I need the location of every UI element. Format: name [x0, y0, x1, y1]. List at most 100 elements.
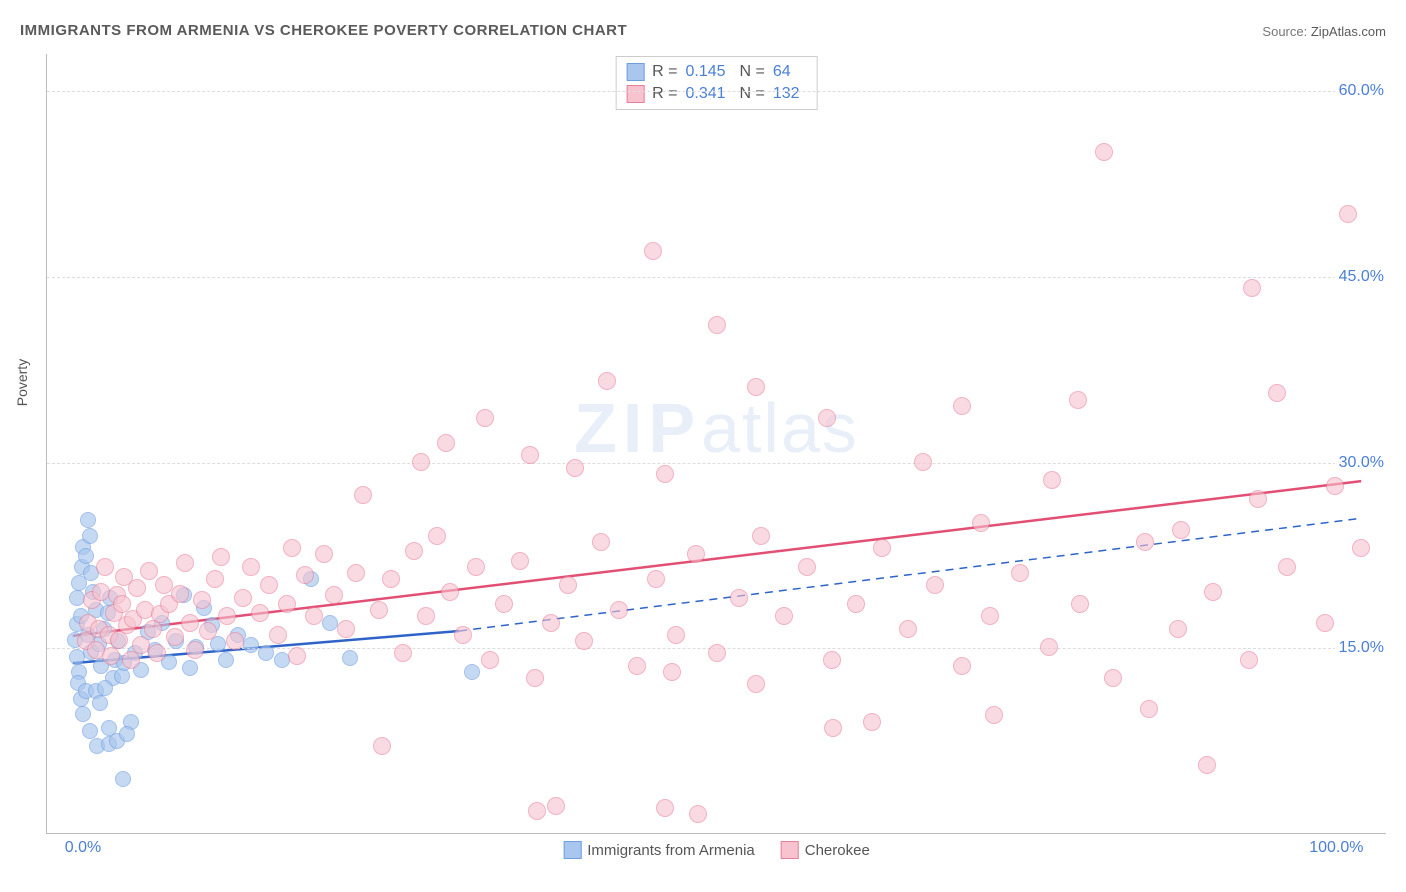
data-point	[598, 372, 616, 390]
data-point	[278, 595, 296, 613]
data-point	[1095, 143, 1113, 161]
data-point	[82, 723, 98, 739]
y-tick-label: 60.0%	[1335, 82, 1388, 100]
data-point	[610, 601, 628, 619]
data-point	[218, 652, 234, 668]
data-point	[100, 605, 116, 621]
data-point	[212, 548, 230, 566]
data-point	[102, 590, 118, 606]
data-point	[315, 545, 333, 563]
trend-line	[73, 481, 1361, 636]
data-point	[105, 604, 123, 622]
trend-line	[73, 631, 460, 663]
data-point	[105, 670, 121, 686]
data-point	[75, 539, 91, 555]
data-point	[1104, 669, 1122, 687]
stat-r-label: R =	[652, 83, 677, 105]
data-point	[347, 564, 365, 582]
data-point	[109, 733, 125, 749]
data-point	[160, 595, 178, 613]
data-point	[181, 614, 199, 632]
legend-swatch	[626, 85, 644, 103]
data-point	[274, 652, 290, 668]
correlation-legend: R =0.145N =64R =0.341N =132	[615, 56, 818, 110]
data-point	[124, 610, 142, 628]
data-point	[234, 589, 252, 607]
data-point	[708, 644, 726, 662]
data-point	[182, 660, 198, 676]
data-point	[454, 626, 472, 644]
data-point	[176, 587, 192, 603]
gridline-h	[47, 648, 1386, 649]
data-point	[1352, 539, 1370, 557]
data-point	[88, 683, 104, 699]
data-point	[647, 570, 665, 588]
data-point	[325, 586, 343, 604]
data-point	[985, 706, 1003, 724]
data-point	[89, 738, 105, 754]
data-point	[467, 558, 485, 576]
data-point	[93, 658, 109, 674]
data-point	[283, 539, 301, 557]
data-point	[775, 607, 793, 625]
data-point	[171, 585, 189, 603]
data-point	[92, 583, 110, 601]
data-point	[79, 614, 97, 632]
data-point	[116, 655, 132, 671]
data-point	[953, 657, 971, 675]
data-point	[972, 514, 990, 532]
y-axis-label: Poverty	[14, 359, 30, 406]
data-point	[354, 486, 372, 504]
data-point	[747, 675, 765, 693]
gridline-h	[47, 91, 1386, 92]
data-point	[144, 620, 162, 638]
data-point	[1243, 279, 1261, 297]
data-point	[87, 641, 105, 659]
data-point	[102, 647, 120, 665]
data-point	[118, 616, 136, 634]
data-point	[75, 706, 91, 722]
data-point	[747, 378, 765, 396]
data-point	[74, 559, 90, 575]
data-point	[80, 627, 96, 643]
data-point	[140, 562, 158, 580]
data-point	[83, 644, 99, 660]
data-point	[251, 604, 269, 622]
data-point	[260, 576, 278, 594]
data-point	[370, 601, 388, 619]
data-point	[798, 558, 816, 576]
data-point	[481, 651, 499, 669]
data-point	[1249, 490, 1267, 508]
stat-r-value: 0.341	[686, 83, 732, 105]
data-point	[542, 614, 560, 632]
data-point	[1071, 595, 1089, 613]
data-point	[115, 771, 131, 787]
data-point	[981, 607, 999, 625]
data-point	[899, 620, 917, 638]
data-point	[136, 601, 154, 619]
legend-label: Cherokee	[805, 842, 870, 859]
data-point	[1140, 700, 1158, 718]
trend-lines-layer	[47, 54, 1386, 833]
data-point	[656, 799, 674, 817]
data-point	[441, 583, 459, 601]
data-point	[382, 570, 400, 588]
data-point	[122, 651, 140, 669]
data-point	[204, 617, 220, 633]
data-point	[161, 654, 177, 670]
data-point	[405, 542, 423, 560]
data-point	[437, 434, 455, 452]
x-tick-label: 100.0%	[1309, 839, 1363, 857]
data-point	[847, 595, 865, 613]
data-point	[114, 668, 130, 684]
data-point	[133, 662, 149, 678]
data-point	[1278, 558, 1296, 576]
data-point	[303, 571, 319, 587]
legend-swatch	[563, 841, 581, 859]
data-point	[1339, 205, 1357, 223]
source-value: ZipAtlas.com	[1311, 24, 1386, 39]
x-tick-label: 0.0%	[65, 839, 101, 857]
data-point	[1326, 477, 1344, 495]
data-point	[230, 627, 246, 643]
data-point	[476, 409, 494, 427]
